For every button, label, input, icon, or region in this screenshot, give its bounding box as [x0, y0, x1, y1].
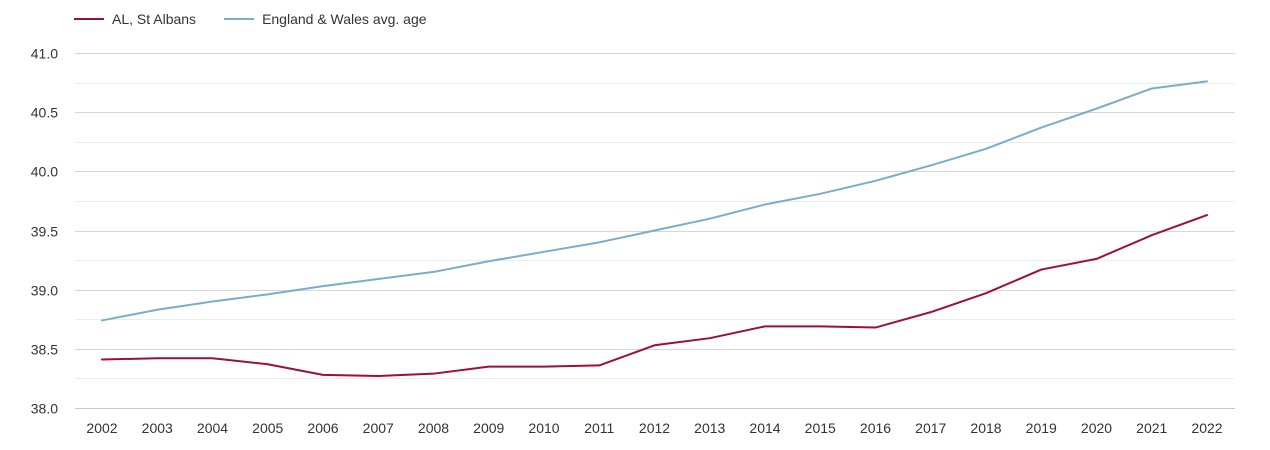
x-tick-label: 2006 [307, 420, 338, 436]
x-tick-label: 2014 [749, 420, 780, 436]
x-tick-label: 2022 [1191, 420, 1222, 436]
y-tick-label: 39.0 [31, 283, 58, 299]
x-tick-label: 2007 [363, 420, 394, 436]
x-tick-label: 2013 [694, 420, 725, 436]
x-tick-label: 2003 [142, 420, 173, 436]
series-line-1 [101, 80, 1208, 322]
y-tick-label: 40.5 [31, 105, 58, 121]
y-axis: 38.0 38.5 39.0 39.5 40.0 40.5 41.0 [31, 46, 58, 417]
y-tick-label: 38.0 [31, 401, 58, 417]
x-tick-label: 2004 [197, 420, 228, 436]
x-tick-label: 2016 [860, 420, 891, 436]
legend-label-england-wales: England & Wales avg. age [262, 11, 427, 27]
x-tick-label: 2020 [1081, 420, 1112, 436]
series-line-0 [101, 214, 1208, 378]
x-tick-label: 2019 [1026, 420, 1057, 436]
x-tick-label: 2008 [418, 420, 449, 436]
x-tick-label: 2002 [86, 420, 117, 436]
x-tick-label: 2018 [970, 420, 1001, 436]
legend-swatch-england-wales [224, 18, 255, 20]
y-tick-label: 40.0 [31, 164, 58, 180]
series-group [101, 80, 1208, 378]
x-tick-label: 2021 [1136, 420, 1167, 436]
legend-item-england-wales[interactable]: England & Wales avg. age [224, 11, 427, 27]
y-tick-label: 39.5 [31, 224, 58, 240]
y-tick-label: 38.5 [31, 342, 58, 358]
x-tick-label: 2011 [584, 420, 614, 436]
chart-legend: AL, St Albans England & Wales avg. age [74, 8, 427, 30]
y-tick-label: 41.0 [31, 46, 58, 62]
x-tick-label: 2009 [473, 420, 504, 436]
grid-lines [75, 53, 1235, 409]
x-axis: 2002 2003 2004 2005 2006 2007 2008 2009 2010 2011… [86, 420, 1222, 436]
x-tick-label: 2005 [252, 420, 283, 436]
x-tick-label: 2010 [528, 420, 559, 436]
legend-swatch-st-albans [74, 18, 104, 20]
x-tick-label: 2017 [915, 420, 946, 436]
legend-label-st-albans: AL, St Albans [112, 11, 197, 27]
legend-item-st-albans[interactable]: AL, St Albans [74, 11, 196, 27]
x-tick-label: 2015 [805, 420, 836, 436]
x-tick-label: 2012 [639, 420, 670, 436]
